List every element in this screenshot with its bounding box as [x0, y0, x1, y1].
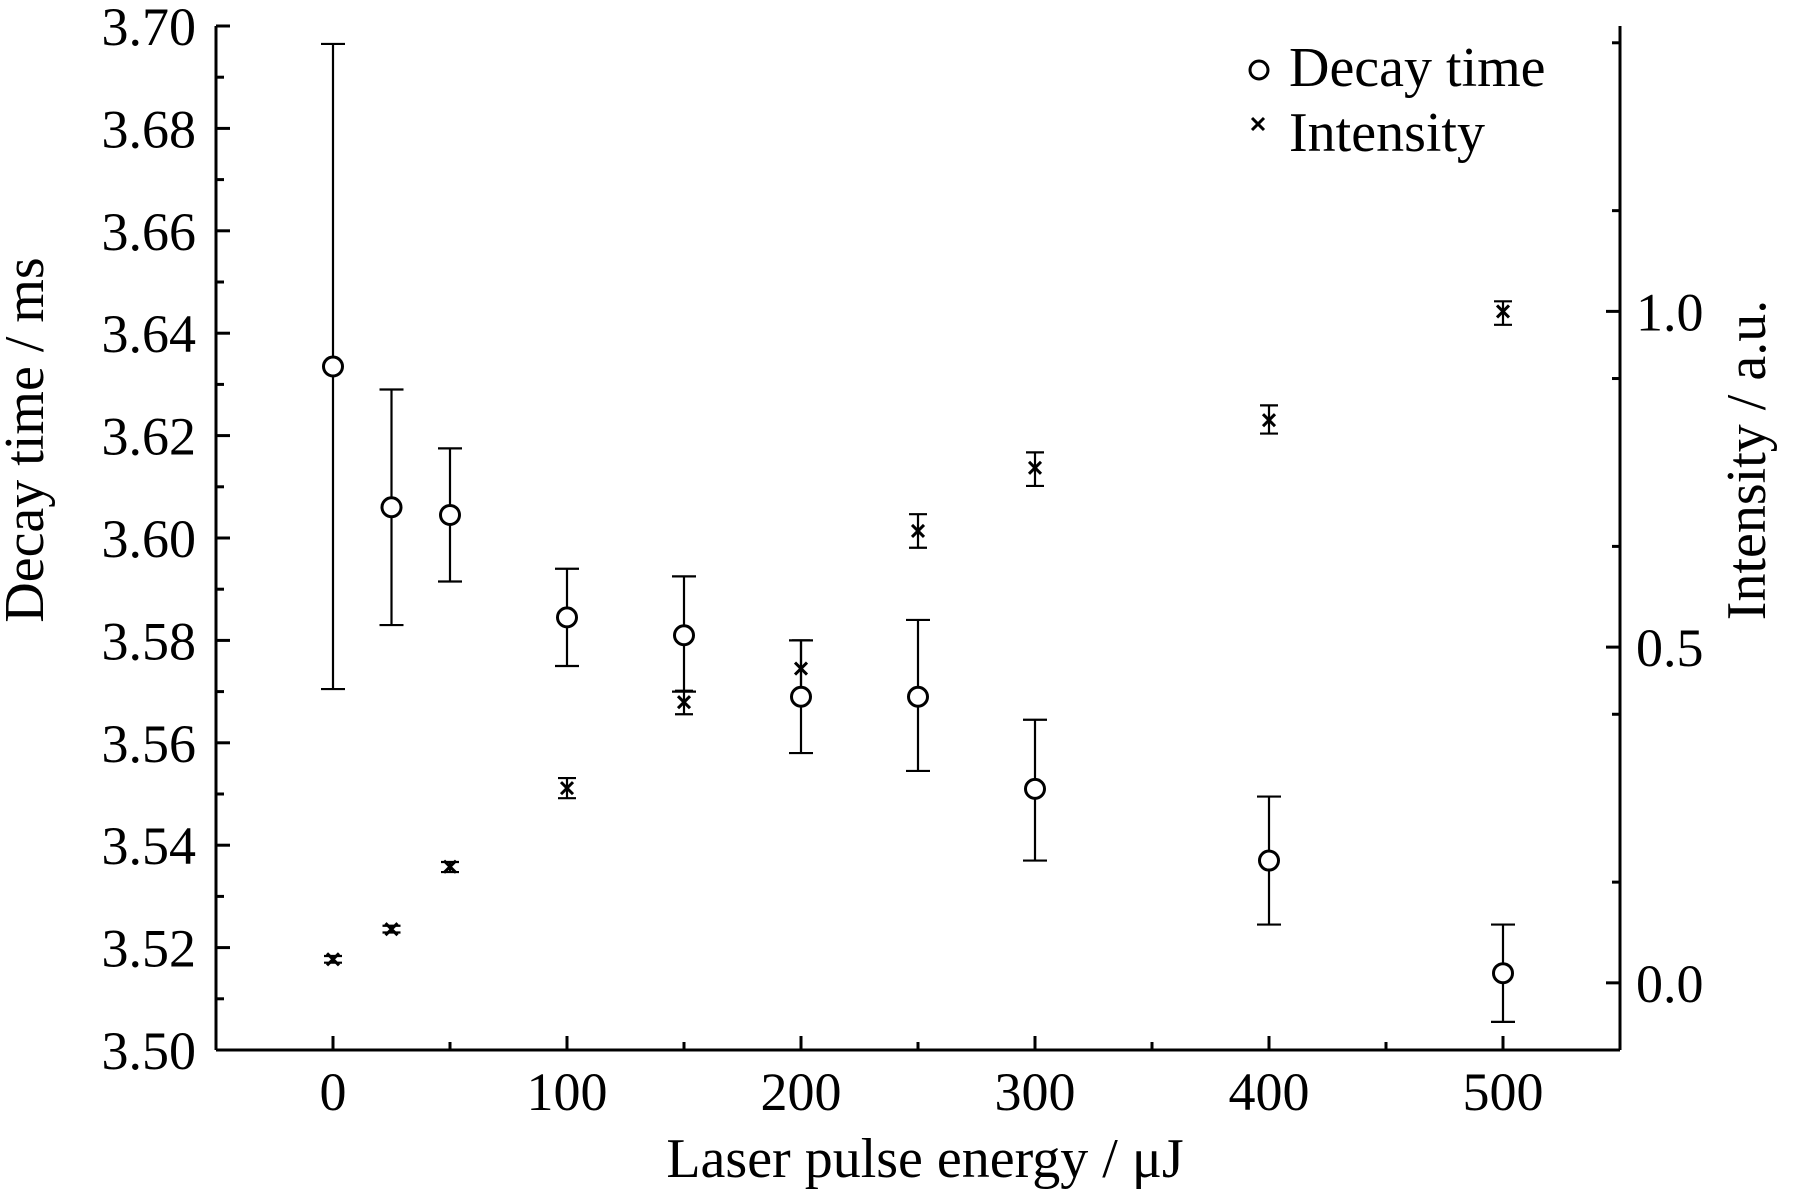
- decay-time-point: [1492, 962, 1514, 985]
- intensity-point-stroke: [793, 661, 809, 676]
- x-tick-label: 200: [761, 1062, 842, 1122]
- y-left-tick-label: 3.70: [102, 0, 197, 57]
- y-right-tick-label: 0.5: [1636, 618, 1704, 678]
- legend-item-intensity: Intensity: [1250, 102, 1485, 164]
- x-tick-label: 100: [527, 1062, 608, 1122]
- intensity-point-stroke: [384, 922, 399, 937]
- intensity-point: [910, 523, 926, 539]
- legend-label-decay-time: Decay time: [1289, 37, 1546, 99]
- intensity-point-stroke: [1495, 304, 1511, 319]
- data-markers: [322, 304, 1514, 985]
- intensity-point: [793, 661, 809, 676]
- y-left-tick-label: 3.58: [102, 611, 197, 671]
- intensity-point: [384, 922, 399, 937]
- x-tick-label: 400: [1229, 1062, 1310, 1122]
- intensity-point-stroke: [676, 695, 692, 710]
- y-left-tick-label: 3.62: [102, 407, 197, 467]
- y-left-tick-label: 3.64: [102, 304, 197, 364]
- intensity-point-stroke: [910, 523, 926, 539]
- intensity-point: [559, 781, 575, 796]
- decay-time-point: [907, 685, 929, 708]
- y-left-tick-label: 3.68: [102, 99, 197, 159]
- legend-item-decay-time: Decay time: [1248, 37, 1546, 99]
- intensity-point-stroke: [1261, 413, 1277, 428]
- y-left-tick-label: 3.56: [102, 714, 197, 774]
- y-axis-right-label: Intensity / a.u.: [1716, 300, 1778, 620]
- intensity-point: [1027, 460, 1043, 475]
- intensity-point-stroke: [1027, 460, 1043, 475]
- y-left-tick-label: 3.52: [102, 919, 197, 979]
- intensity-point-stroke: [559, 781, 575, 796]
- tick-marks: [214, 24, 1622, 1052]
- y-left-tick-label: 3.60: [102, 509, 197, 569]
- x-tick-label: 300: [995, 1062, 1076, 1122]
- legend-label-intensity: Intensity: [1289, 102, 1485, 164]
- intensity-point-stroke: [442, 859, 458, 874]
- decay-time-point: [556, 606, 578, 629]
- legend-circle-marker: [1248, 59, 1270, 81]
- x-tick-label: 0: [320, 1062, 347, 1122]
- y-left-tick-label: 3.54: [102, 816, 197, 876]
- x-tick-label: 500: [1463, 1062, 1544, 1122]
- legend: Decay time Intensity: [1248, 37, 1546, 164]
- y-left-tick-label: 3.50: [102, 1021, 197, 1081]
- intensity-point: [442, 859, 458, 874]
- y-right-tick-label: 1.0: [1636, 282, 1704, 342]
- intensity-point: [325, 952, 341, 967]
- legend-cross-marker: [1250, 116, 1266, 132]
- intensity-point: [1261, 413, 1277, 428]
- y-axis-left-label: Decay time / ms: [0, 257, 56, 622]
- decay-time-point: [673, 624, 695, 647]
- y-left-tick-label: 3.66: [102, 202, 197, 262]
- decay-time-point: [790, 685, 812, 708]
- intensity-point-stroke: [325, 952, 341, 967]
- tick-labels: 0 100 200 300 400 500 3.50 3.52 3.54 3.56 3.58 3.60…: [102, 0, 1704, 1122]
- decay-time-point: [439, 503, 461, 526]
- decay-time-point: [322, 355, 344, 378]
- intensity-point: [676, 695, 692, 710]
- intensity-point: [1495, 304, 1511, 319]
- decay-time-point: [1258, 849, 1280, 872]
- decay-time-point: [1024, 777, 1046, 800]
- decay-time-point: [380, 496, 403, 519]
- x-axis-label: Laser pulse energy / μJ: [666, 1128, 1183, 1190]
- y-right-tick-label: 0.0: [1636, 954, 1704, 1014]
